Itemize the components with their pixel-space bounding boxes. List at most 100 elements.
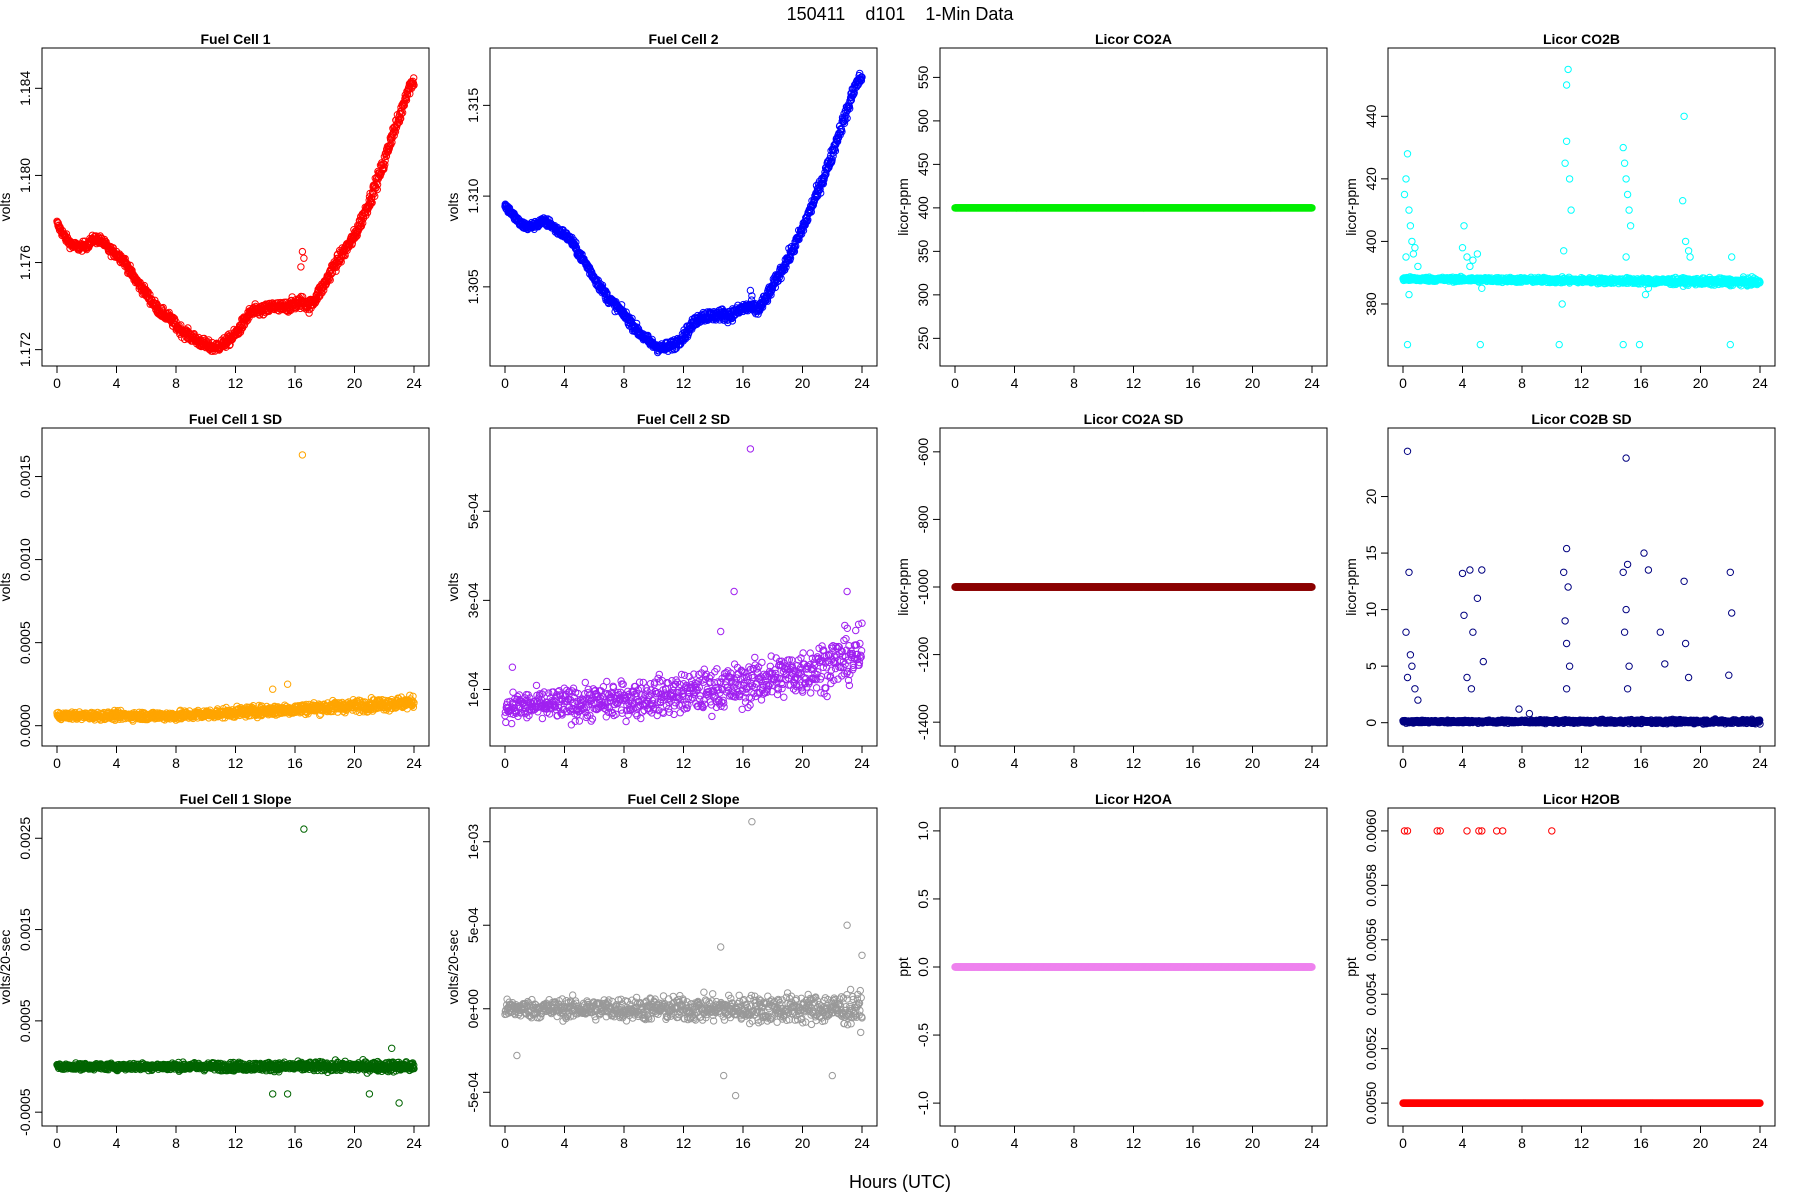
x-tick-label: 16 <box>1633 375 1649 391</box>
x-tick-label: 0 <box>53 755 61 771</box>
x-tick-label: 20 <box>347 755 363 771</box>
data-point <box>1564 65 1572 74</box>
y-tick-label: 0.0005 <box>17 621 33 664</box>
x-tick-label: 12 <box>228 375 244 391</box>
x-tick-label: 24 <box>406 375 422 391</box>
data-point <box>1555 340 1563 349</box>
y-axis-label: volts <box>0 573 13 602</box>
x-tick-label: 16 <box>735 375 751 391</box>
x-tick-label: 24 <box>1752 375 1768 391</box>
y-tick-label: 0.0000 <box>17 704 33 747</box>
panel-title: Fuel Cell 2 <box>648 31 718 47</box>
data-point <box>1403 340 1412 349</box>
data-point <box>352 232 361 241</box>
data-point <box>1561 159 1569 167</box>
y-tick-label: 0.0015 <box>17 455 33 498</box>
data-point <box>126 261 134 269</box>
data-point <box>1460 222 1468 230</box>
data-point <box>1411 244 1419 252</box>
data-point <box>363 209 372 217</box>
y-tick-label: 500 <box>915 109 931 133</box>
x-tick-label: 24 <box>1304 375 1320 391</box>
data-point <box>1414 262 1422 271</box>
data-point <box>1635 340 1644 349</box>
data-point <box>1405 206 1413 214</box>
data-point <box>1686 253 1694 261</box>
data-point <box>1478 284 1486 292</box>
x-tick-label: 20 <box>1693 375 1709 391</box>
x-tick-label: 12 <box>676 375 692 391</box>
y-tick-label: 400 <box>915 196 931 220</box>
y-tick-label: 440 <box>1363 104 1379 128</box>
data-point <box>1558 300 1566 308</box>
data-point <box>184 324 192 332</box>
data-point <box>300 254 308 262</box>
data-point <box>1403 150 1412 158</box>
y-tick-label: 1.310 <box>465 178 481 213</box>
y-axis-label: volts <box>445 193 461 222</box>
y-tick-label: 400 <box>1363 230 1379 254</box>
x-tick-label: 0 <box>951 375 959 391</box>
x-tick-label: 4 <box>561 375 569 391</box>
data-point <box>102 238 110 246</box>
y-tick-label: 1.172 <box>17 332 33 367</box>
figure-title: 150411 d101 1-Min Data <box>786 4 1014 24</box>
x-tick-label: 4 <box>1459 375 1467 391</box>
data-point <box>1619 340 1627 349</box>
series-points <box>53 74 418 355</box>
y-tick-label: 250 <box>915 326 931 350</box>
data-point <box>1622 175 1630 183</box>
data-point <box>1466 262 1474 271</box>
x-tick-label: 20 <box>795 375 811 391</box>
x-tick-label: 16 <box>287 755 303 771</box>
data-point <box>353 231 361 240</box>
y-tick-label: 0.0010 <box>17 538 33 581</box>
data-point <box>1463 253 1471 261</box>
y-tick-label: 380 <box>1363 292 1379 316</box>
x-tick-label: 16 <box>1185 375 1201 391</box>
data-point <box>1567 206 1575 214</box>
panel-title: Licor CO2B <box>1543 31 1620 47</box>
data-point <box>1626 222 1635 230</box>
data-point <box>1726 340 1735 349</box>
data-point <box>1684 247 1693 255</box>
x-tick-label: 8 <box>1518 375 1526 391</box>
series-points <box>1399 65 1764 349</box>
data-point <box>1681 237 1690 246</box>
series-points <box>501 69 866 357</box>
data-point <box>1476 340 1485 349</box>
data-point <box>1622 253 1630 261</box>
data-point <box>1641 290 1650 299</box>
x-tick-label: 8 <box>620 375 628 391</box>
x-tick-label: 8 <box>172 755 180 771</box>
panel-4: Fuel Cell 1 SD0 4 8 12 16 20 240.00000.00050.0… <box>0 411 430 771</box>
y-tick-label: 420 <box>1363 167 1379 191</box>
x-tick-label: 12 <box>1574 375 1590 391</box>
y-axis-label: volts <box>0 193 13 222</box>
plot-frame <box>489 47 878 367</box>
y-tick-label: 1.180 <box>17 158 33 193</box>
data-point <box>1402 175 1410 183</box>
data-point <box>165 308 173 317</box>
data-point <box>1409 250 1418 258</box>
x-tick-label: 24 <box>854 375 870 391</box>
data-point <box>1458 244 1467 252</box>
data-point <box>1408 237 1416 246</box>
y-tick-label: 350 <box>915 239 931 263</box>
data-point <box>1473 250 1482 258</box>
data-point <box>305 309 313 317</box>
y-tick-label: 300 <box>915 283 931 307</box>
series-points <box>53 451 418 725</box>
data-point <box>1620 159 1629 167</box>
x-tick-label: 0 <box>53 375 61 391</box>
x-tick-label: 20 <box>1245 375 1261 391</box>
data-point <box>297 263 305 271</box>
data-point <box>122 259 131 267</box>
panel-title: Fuel Cell 1 SD <box>189 411 282 427</box>
panel-0: Fuel Cell 10 4 8 12 16 20 241.1721.1761.1801.1… <box>0 31 430 391</box>
data-point <box>217 344 225 352</box>
x-tick-label: 4 <box>113 755 121 771</box>
data-point <box>1625 206 1633 214</box>
